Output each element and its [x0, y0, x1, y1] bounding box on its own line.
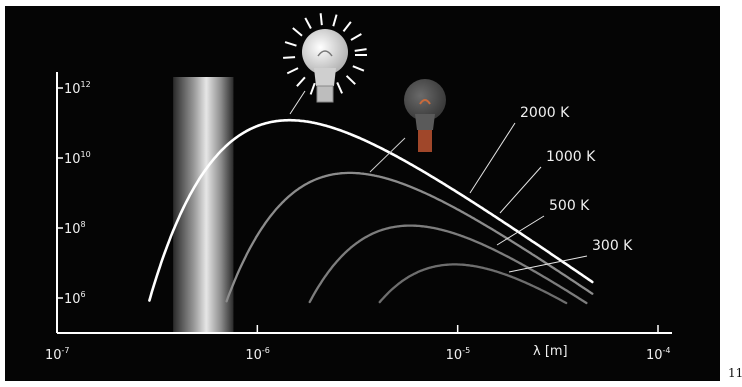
dim-light-bulb-icon [404, 79, 446, 152]
bulb-ray [352, 65, 365, 72]
bulb-leader [289, 90, 306, 115]
y-tick-label: 1010 [64, 150, 91, 167]
x-tick-label: 10-4 [646, 346, 671, 363]
bulb-ray [296, 76, 306, 87]
bulb-neck [415, 114, 435, 130]
y-tick-label: 106 [64, 290, 86, 307]
bulb-neck [314, 68, 336, 86]
bulb-ray [292, 27, 303, 37]
y-tick-label: 108 [64, 220, 86, 237]
bulb-ray [336, 81, 343, 94]
bulb-ray [350, 33, 362, 41]
bulb-ray [354, 48, 367, 52]
curve-300k [378, 263, 568, 305]
bulb-base [418, 130, 432, 152]
bulb-filament [317, 50, 333, 57]
bulb-ray [304, 17, 312, 29]
label-leader [469, 122, 516, 194]
bulb-ray [309, 82, 316, 95]
series-label-500k: 500 K [549, 198, 590, 214]
curve-500k [308, 224, 588, 305]
visible-light-band [173, 77, 234, 333]
lit-light-bulb-icon [283, 13, 367, 103]
bulb-ray [283, 56, 296, 59]
x-tick-label: 10-5 [446, 346, 471, 363]
corner-text: 11 [728, 366, 742, 380]
bulb-ray [342, 21, 352, 32]
x-axis-label: λ [m] [533, 344, 568, 359]
bulb-ray [332, 14, 338, 27]
chart-panel [5, 6, 720, 381]
label-leader [508, 255, 588, 273]
series-label-300k: 300 K [592, 238, 633, 254]
series-label-1000k: 1000 K [546, 149, 596, 165]
bulb-ray [345, 75, 356, 85]
label-leader [499, 166, 542, 214]
bulb-base [316, 85, 334, 103]
bulb-ray [286, 67, 299, 75]
bulb-ray [284, 41, 297, 47]
bulb-leader [369, 137, 406, 173]
bulb-filament [419, 99, 431, 105]
bulb-glass [302, 29, 348, 75]
bulb-ray [319, 13, 323, 26]
x-tick-label: 10-7 [45, 346, 70, 363]
x-tick-label: 10-6 [245, 346, 270, 363]
y-tick-label: 1012 [64, 80, 91, 97]
label-leader [496, 215, 545, 246]
series-label-2000k: 2000 K [520, 105, 570, 121]
curve-1000k [225, 171, 594, 303]
